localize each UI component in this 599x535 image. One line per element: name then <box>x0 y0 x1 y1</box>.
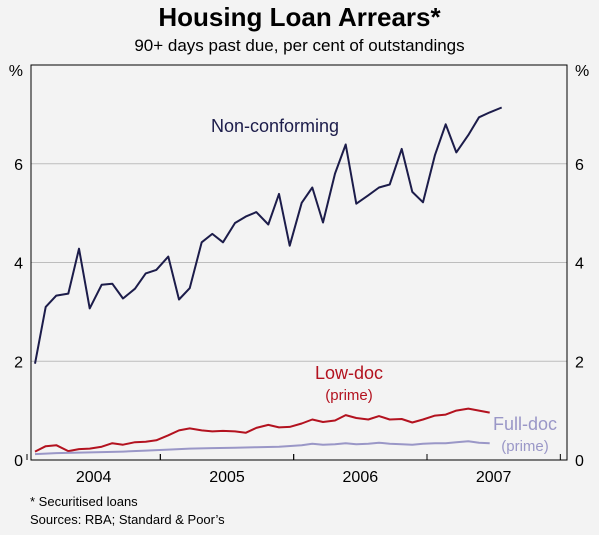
chart-subtitle: 90+ days past due, per cent of outstandi… <box>134 36 465 55</box>
footnote-sources: Sources: RBA; Standard & Poor’s <box>30 512 225 527</box>
legend-label-non-conforming: Non-conforming <box>211 116 339 136</box>
legend-label-full-doc-prime: Full-doc <box>493 414 557 434</box>
chart-title: Housing Loan Arrears* <box>158 2 441 32</box>
y-unit-label-right: % <box>575 63 589 80</box>
plot-frame <box>30 64 568 461</box>
y-unit-label-left: % <box>9 63 23 80</box>
y-tick-label-left: 4 <box>14 256 23 273</box>
legend-label-full-doc-prime: (prime) <box>501 438 549 455</box>
legend-label-low-doc-prime: (prime) <box>325 387 373 404</box>
legend-label-low-doc-prime: Low-doc <box>315 363 383 383</box>
y-tick-label-left: 6 <box>14 157 23 174</box>
y-tick-label-left: 2 <box>14 354 23 371</box>
x-tick-label: 2006 <box>343 469 379 486</box>
x-tick-label: 2005 <box>209 469 245 486</box>
x-tick-label: 2004 <box>76 469 112 486</box>
y-tick-label-right: 2 <box>575 354 584 371</box>
y-tick-label-left: 0 <box>14 453 23 470</box>
x-tick-label: 2007 <box>476 469 512 486</box>
series-line-non-conforming <box>34 106 503 364</box>
series-line-full-doc-prime <box>34 440 490 456</box>
y-tick-label-right: 0 <box>575 453 584 470</box>
y-tick-label-right: 6 <box>575 157 584 174</box>
y-tick-label-right: 4 <box>575 256 584 273</box>
series-line-low-doc-prime <box>34 407 490 453</box>
footnote-securitised: * Securitised loans <box>30 494 138 509</box>
